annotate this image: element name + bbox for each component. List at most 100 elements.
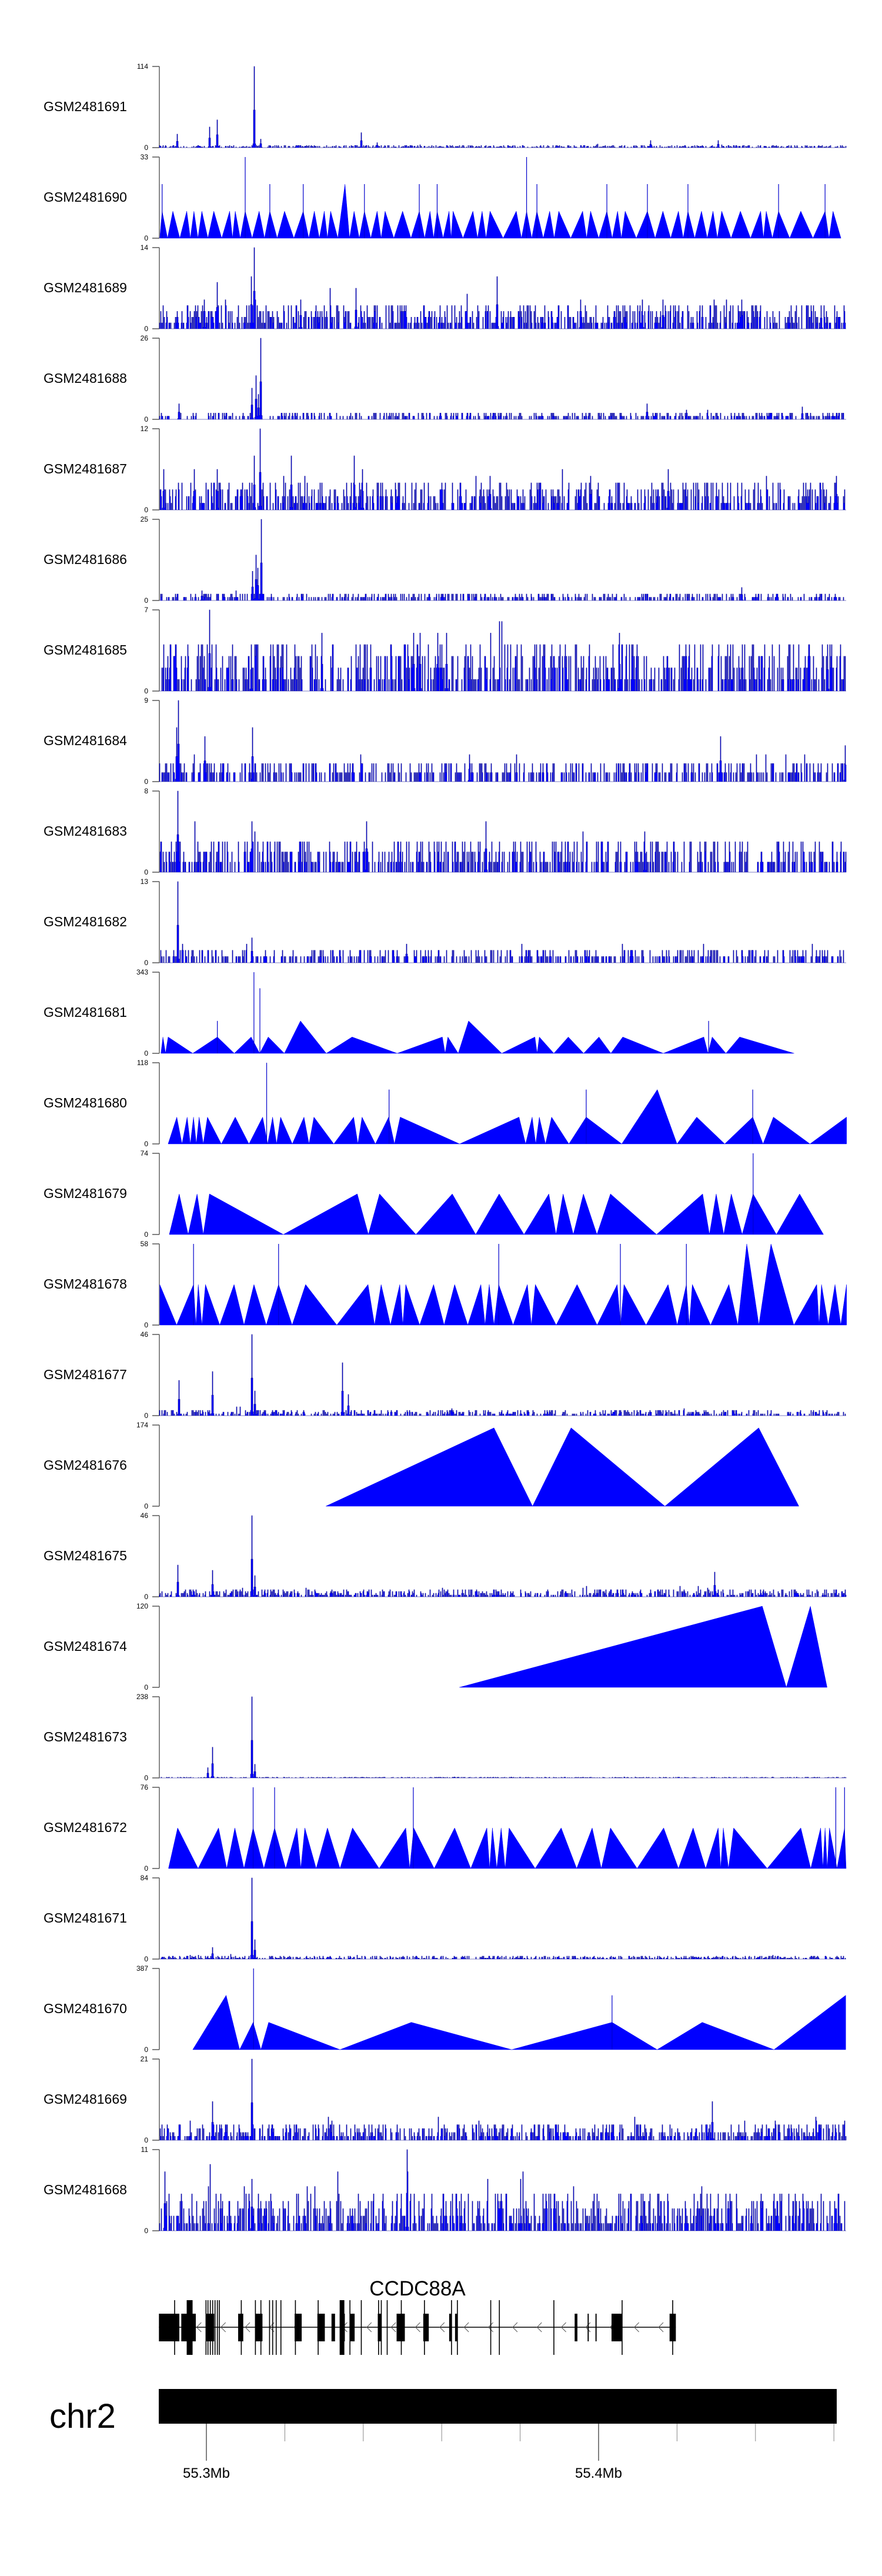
exon	[587, 2314, 589, 2341]
y-max-label: 26	[141, 334, 149, 342]
exon-utr	[360, 2300, 362, 2355]
strand-arrow-icon	[633, 2322, 640, 2333]
exon	[350, 2314, 355, 2341]
signal-area	[159, 790, 847, 873]
track-name: GSM2481673	[44, 1729, 127, 1744]
y-min-label: 0	[144, 1230, 148, 1239]
chromosome-ideogram: chr2 55.3Mb 55.4Mb	[49, 2389, 837, 2481]
track-GSM2481671: GSM2481671 84 0	[44, 1874, 846, 1963]
y-min-label: 0	[144, 959, 148, 967]
y-max-label: 9	[144, 696, 148, 705]
exon	[339, 2314, 345, 2341]
signal-area	[159, 1696, 847, 1778]
y-max-label: 33	[141, 153, 149, 161]
track-GSM2481673: GSM2481673 238 0	[44, 1693, 847, 1782]
signal-area	[159, 1243, 847, 1326]
exon-utr	[214, 2300, 216, 2355]
exon-utr	[272, 2300, 273, 2355]
y-min-label: 0	[144, 596, 148, 605]
y-min-label: 0	[144, 1774, 148, 1782]
exon	[255, 2314, 263, 2341]
track-GSM2481685: GSM2481685 7 0	[44, 606, 846, 695]
y-min-label: 0	[144, 1683, 148, 1691]
axis-tick-label: 55.3Mb	[183, 2465, 230, 2481]
y-min-label: 0	[144, 1864, 148, 1873]
track-GSM2481668: GSM2481668 11 0	[44, 2145, 846, 2235]
track-name: GSM2481691	[44, 99, 127, 114]
track-name: GSM2481687	[44, 461, 127, 476]
y-max-label: 58	[141, 1240, 149, 1248]
y-max-label: 13	[141, 877, 149, 886]
strand-arrow-icon	[560, 2322, 566, 2333]
exon	[595, 2314, 597, 2341]
y-min-label: 0	[144, 2227, 148, 2235]
exon	[181, 2314, 196, 2341]
exon	[295, 2314, 302, 2341]
signal-area	[159, 66, 847, 148]
y-min-label: 0	[144, 325, 148, 333]
track-GSM2481689: GSM2481689 14 0	[44, 243, 846, 333]
y-min-label: 0	[144, 868, 148, 876]
exon	[455, 2314, 458, 2341]
y-max-label: 11	[141, 2145, 149, 2154]
chromosome-bar	[159, 2389, 837, 2424]
y-max-label: 238	[136, 1693, 148, 1701]
signal-area	[169, 1193, 824, 1235]
track-name: GSM2481675	[44, 1548, 127, 1563]
track-GSM2481674: GSM2481674 120 0	[44, 1602, 827, 1691]
signal-area	[159, 247, 846, 329]
track-GSM2481688: GSM2481688 26 0	[44, 334, 846, 423]
y-max-label: 74	[141, 1149, 149, 1157]
signal-area	[161, 1020, 794, 1054]
y-min-label: 0	[144, 687, 148, 695]
y-min-label: 0	[144, 506, 148, 514]
signal-area	[159, 428, 846, 510]
strand-arrow-icon	[220, 2322, 226, 2333]
track-name: GSM2481678	[44, 1276, 127, 1292]
track-GSM2481680: GSM2481680 118 0	[44, 1059, 847, 1148]
track-name: GSM2481685	[44, 642, 127, 658]
exon	[159, 2314, 179, 2341]
y-min-label: 0	[144, 1412, 148, 1420]
y-max-label: 114	[137, 62, 148, 71]
y-max-label: 7	[144, 606, 148, 614]
track-GSM2481687: GSM2481687 12 0	[44, 425, 846, 514]
strand-arrow-icon	[585, 2322, 591, 2333]
track-GSM2481678: GSM2481678 58 0	[44, 1240, 847, 1329]
signal-area	[459, 1606, 827, 1688]
strand-arrow-icon	[512, 2322, 518, 2333]
y-max-label: 76	[141, 1783, 149, 1791]
y-max-label: 84	[141, 1874, 149, 1882]
track-name: GSM2481669	[44, 2091, 127, 2107]
exon	[574, 2314, 577, 2341]
track-name: GSM2481688	[44, 371, 127, 386]
track-name: GSM2481677	[44, 1367, 127, 1382]
exon	[423, 2314, 429, 2341]
signal-area	[159, 700, 847, 782]
track-GSM2481670: GSM2481670 387 0	[44, 1964, 846, 2054]
y-max-label: 25	[141, 515, 149, 523]
track-name: GSM2481676	[44, 1457, 127, 1473]
y-max-label: 46	[141, 1330, 149, 1339]
exon-utr	[349, 2300, 350, 2355]
track-name: GSM2481690	[44, 189, 127, 205]
exon	[449, 2314, 452, 2341]
exon	[317, 2314, 325, 2341]
strand-arrow-icon	[196, 2322, 202, 2333]
strand-arrow-icon	[536, 2322, 542, 2333]
track-name: GSM2481682	[44, 914, 127, 929]
strand-arrow-icon	[439, 2322, 445, 2333]
exon-utr	[269, 2300, 270, 2355]
signal-area	[159, 1334, 846, 1416]
strand-arrow-icon	[487, 2322, 493, 2333]
track-name: GSM2481668	[44, 2182, 127, 2197]
y-max-label: 118	[137, 1059, 148, 1067]
y-min-label: 0	[144, 415, 148, 423]
y-max-label: 8	[144, 787, 148, 795]
exon-utr	[216, 2300, 218, 2355]
y-max-label: 12	[141, 425, 149, 433]
y-min-label: 0	[144, 1321, 148, 1329]
signal-area	[168, 1827, 847, 1869]
track-GSM2481677: GSM2481677 46 0	[44, 1330, 846, 1420]
